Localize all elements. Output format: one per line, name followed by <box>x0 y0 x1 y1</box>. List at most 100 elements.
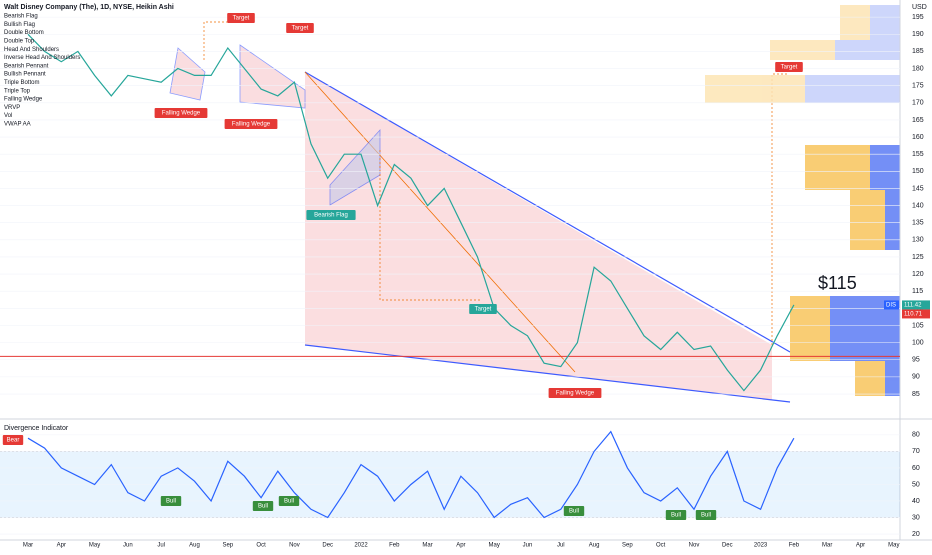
x-tick-label: Apr <box>456 543 465 549</box>
y-tick-label: 85 <box>912 391 920 398</box>
x-tick-label: Mar <box>822 543 832 549</box>
x-tick-label: May <box>888 543 899 549</box>
vp-bar <box>805 75 900 103</box>
x-tick-label: Nov <box>689 543 700 549</box>
vp-bar <box>705 75 805 103</box>
legend-item: VRVP <box>4 105 20 111</box>
annotation: Falling Wedge <box>232 122 271 128</box>
x-tick-label: Aug <box>589 543 600 549</box>
y-tick-label: 80 <box>912 432 920 439</box>
wedge-small-1 <box>169 47 206 101</box>
x-tick-label: Apr <box>57 543 66 549</box>
y-tick-label: 60 <box>912 465 920 472</box>
annotation-bg <box>563 506 585 516</box>
x-tick-label: Sep <box>622 543 633 549</box>
legend-item: Bullish Pennant <box>4 72 46 78</box>
annotation: Bull <box>166 499 176 505</box>
y-tick-label: 125 <box>912 254 924 261</box>
x-tick-label: May <box>89 543 100 549</box>
legend-item: VWAP AA <box>4 121 31 127</box>
x-tick-label: Sep <box>222 543 233 549</box>
y-tick-label: 155 <box>912 151 924 158</box>
y-tick-label: 50 <box>912 481 920 488</box>
annotation: Target <box>233 16 250 22</box>
annotation: Bull <box>258 504 268 510</box>
vp-bar <box>770 40 835 60</box>
legend-item: Double Bottom <box>4 30 44 36</box>
y-tick-label: 20 <box>912 531 920 538</box>
annotation-bg <box>227 13 255 23</box>
indicator-title: Divergence Indicator <box>4 425 69 432</box>
volume-profile <box>705 5 900 396</box>
series-line <box>27 33 795 392</box>
vp-bar <box>885 361 900 396</box>
annotation: Falling Wedge <box>162 111 201 117</box>
price-label: 110.71 <box>904 312 923 318</box>
y-tick-label: 180 <box>912 65 924 72</box>
annotation-bg <box>224 119 278 129</box>
y-tick-label: 95 <box>912 357 920 364</box>
x-tick-label: 2023 <box>754 543 768 549</box>
annotation-bg <box>2 435 24 445</box>
y-tick-label: 90 <box>912 374 920 381</box>
annotation: Bull <box>569 509 579 515</box>
y-tick-label: 195 <box>912 14 924 21</box>
x-tick-label: Jun <box>123 543 133 549</box>
annotation-bg <box>469 304 497 314</box>
y-tick-label: 145 <box>912 185 924 192</box>
legend-item: Inverse Head And Shoulders <box>4 55 80 61</box>
legend-item: Head And Shoulders <box>4 47 59 53</box>
annotation-bg <box>695 510 717 520</box>
x-tick-label: Jul <box>557 543 565 549</box>
x-tick-label: Aug <box>189 543 200 549</box>
annotation: Bull <box>671 513 681 519</box>
wedge-upper <box>304 71 791 353</box>
x-tick-label: Jul <box>157 543 165 549</box>
x-tick-label: Mar <box>23 543 33 549</box>
vp-bar <box>840 5 870 40</box>
annotation-bg <box>665 510 687 520</box>
legend-item: Double Top <box>4 38 35 44</box>
x-tick-label: Dec <box>322 543 333 549</box>
y-axis-label: USD <box>912 4 927 11</box>
x-tick-label: 2022 <box>354 543 368 549</box>
y-tick-label: 105 <box>912 322 924 329</box>
vp-bar <box>870 5 900 40</box>
annotation: Bear <box>7 438 20 444</box>
annotation: Target <box>781 65 798 71</box>
vp-bar <box>835 40 900 60</box>
vp-bar <box>805 145 870 190</box>
y-tick-label: 135 <box>912 220 924 227</box>
vp-bar <box>850 190 885 250</box>
legend-item: Falling Wedge <box>4 97 43 103</box>
chart-title: Walt Disney Company (The), 1D, NYSE, Hei… <box>4 4 174 11</box>
y-tick-label: 140 <box>912 202 924 209</box>
y-tick-label: 150 <box>912 168 924 175</box>
y-tick-label: 40 <box>912 498 920 505</box>
y-tick-label: 165 <box>912 117 924 124</box>
annotation-bg <box>252 501 274 511</box>
annotation-bg <box>160 496 182 506</box>
legend-item: Bullish Flag <box>4 22 35 28</box>
x-tick-label: Nov <box>289 543 300 549</box>
x-tick-label: Mar <box>422 543 432 549</box>
wedge-small-2 <box>239 44 306 109</box>
y-tick-label: 130 <box>912 237 924 244</box>
y-tick-label: 185 <box>912 48 924 55</box>
wedge-lower <box>304 344 791 403</box>
x-tick-label: Apr <box>856 543 865 549</box>
wedge-mid <box>304 71 576 373</box>
annotation-bg <box>286 23 314 33</box>
annotation-bg <box>306 210 356 220</box>
price-callout: $115 <box>818 273 857 293</box>
annotation: Bull <box>284 499 294 505</box>
series-line <box>27 430 795 519</box>
y-tick-label: 115 <box>912 288 923 295</box>
x-tick-label: Jun <box>523 543 533 549</box>
x-tick-label: Feb <box>789 543 800 549</box>
legend-item: Bearish Flag <box>4 14 38 20</box>
vp-bar <box>870 145 900 190</box>
vp-bar <box>885 190 900 250</box>
x-tick-label: Oct <box>256 543 266 549</box>
